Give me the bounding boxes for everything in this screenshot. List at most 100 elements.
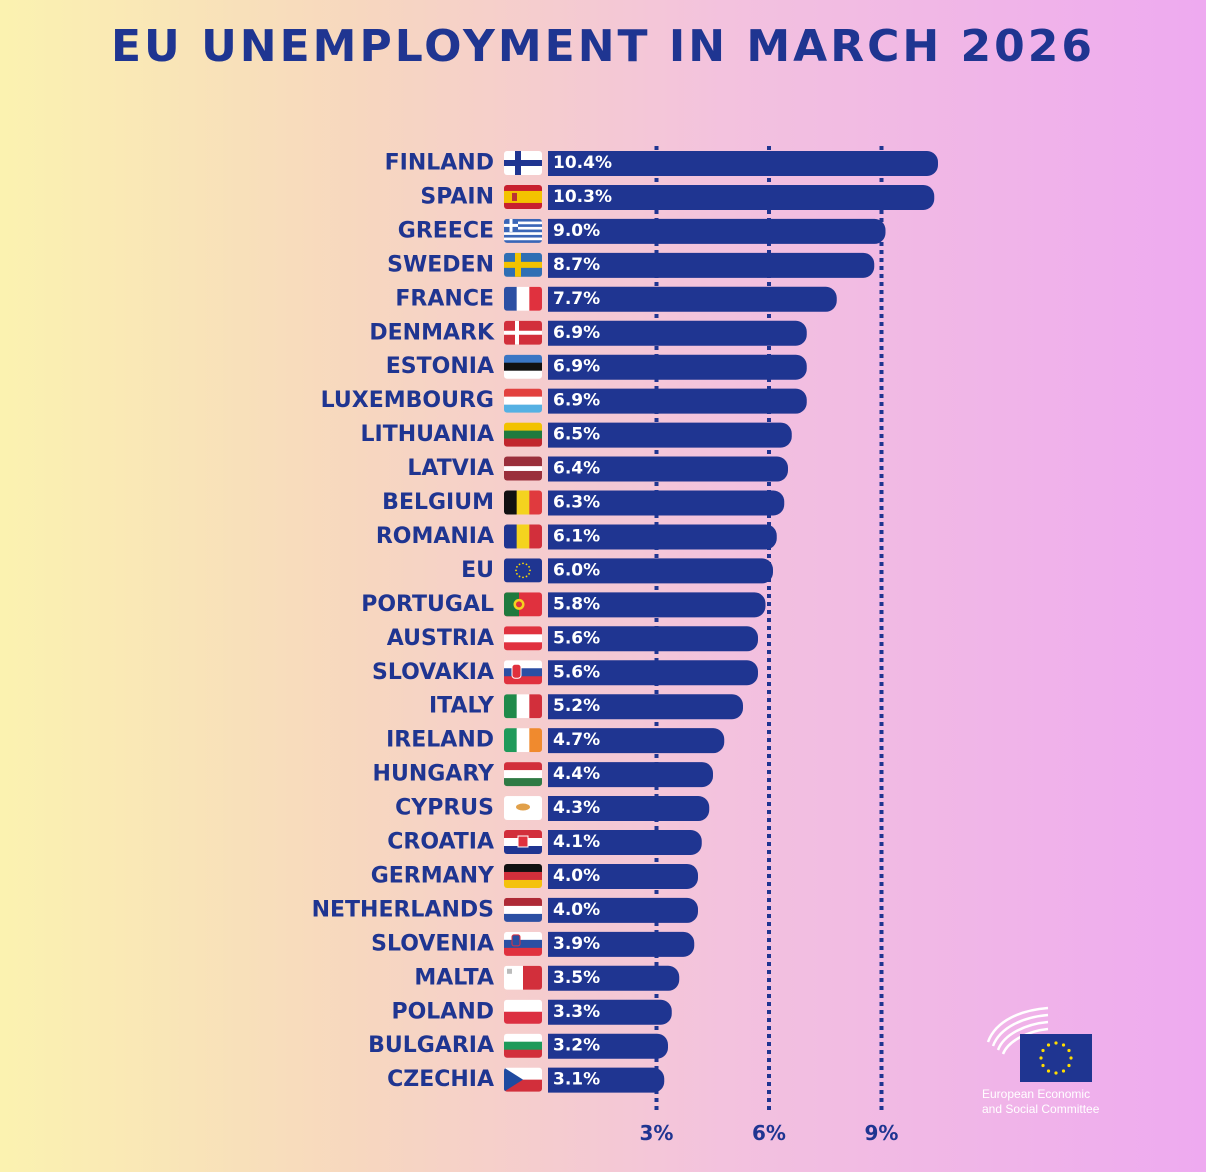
category-label-lithuania: LITHUANIA xyxy=(361,422,494,447)
value-label-malta: 3.5% xyxy=(553,968,600,988)
category-label-hungary: HUNGARY xyxy=(373,762,496,787)
bar-estonia xyxy=(548,354,807,380)
category-label-finland: FINLAND xyxy=(385,151,494,176)
value-label-portugal: 5.8% xyxy=(553,594,600,614)
lithuania-flag-icon xyxy=(504,422,542,447)
bar-austria xyxy=(548,626,758,652)
malta-flag-icon xyxy=(504,965,542,990)
bar-czechia xyxy=(548,1067,665,1093)
italy-flag-icon xyxy=(504,694,542,719)
hungary-flag-icon xyxy=(504,762,542,787)
category-label-denmark: DENMARK xyxy=(369,320,495,345)
bar-netherlands xyxy=(548,897,698,923)
value-label-germany: 4.0% xyxy=(553,866,600,886)
category-label-ireland: IRELAND xyxy=(386,728,494,753)
austria-flag-icon xyxy=(504,626,542,651)
category-label-italy: ITALY xyxy=(429,694,495,719)
bar-portugal xyxy=(548,592,766,618)
poland-flag-icon xyxy=(504,999,542,1024)
luxembourg-flag-icon xyxy=(504,388,542,413)
croatia-flag-icon xyxy=(504,830,542,854)
value-label-greece: 9.0% xyxy=(553,221,600,241)
bulgaria-flag-icon xyxy=(504,1033,542,1058)
value-label-spain: 10.3% xyxy=(553,187,612,207)
cyprus-flag-icon xyxy=(504,796,542,821)
category-label-bulgaria: BULGARIA xyxy=(368,1033,494,1058)
bar-eu xyxy=(548,558,773,584)
category-label-luxembourg: LUXEMBOURG xyxy=(321,388,494,413)
value-label-italy: 5.2% xyxy=(553,696,600,716)
category-label-romania: ROMANIA xyxy=(376,524,494,549)
value-label-estonia: 6.9% xyxy=(553,357,600,377)
eu-flag-icon xyxy=(504,558,542,583)
tick-label-9: 9% xyxy=(865,1121,899,1145)
value-label-slovenia: 3.9% xyxy=(553,934,600,954)
category-label-eu: EU xyxy=(461,558,494,583)
category-label-estonia: ESTONIA xyxy=(386,354,494,379)
category-label-cyprus: CYPRUS xyxy=(395,796,494,821)
category-label-france: FRANCE xyxy=(395,286,494,311)
bar-poland xyxy=(548,999,672,1025)
value-label-bulgaria: 3.2% xyxy=(553,1036,600,1056)
greece-flag-icon xyxy=(504,218,542,243)
bar-latvia xyxy=(548,456,788,482)
bar-france xyxy=(548,286,837,312)
bar-lithuania xyxy=(548,422,792,448)
slovenia-flag-icon xyxy=(504,931,542,956)
value-label-finland: 10.4% xyxy=(553,153,612,173)
value-label-romania: 6.1% xyxy=(553,526,600,546)
netherlands-flag-icon xyxy=(504,897,542,922)
bar-romania xyxy=(548,524,777,550)
bar-belgium xyxy=(548,490,785,516)
bar-greece xyxy=(548,218,886,244)
category-label-croatia: CROATIA xyxy=(387,830,494,855)
value-label-eu: 6.0% xyxy=(553,560,600,580)
logo-text-line1: European Economic xyxy=(982,1087,1091,1101)
category-label-netherlands: NETHERLANDS xyxy=(312,897,494,922)
belgium-flag-icon xyxy=(504,490,542,515)
value-label-hungary: 4.4% xyxy=(553,764,600,784)
bar-malta xyxy=(548,965,680,991)
category-label-germany: GERMANY xyxy=(371,863,495,888)
bar-spain xyxy=(548,184,935,210)
eesc-emblem-icon xyxy=(986,1006,1092,1082)
germany-flag-icon xyxy=(504,863,542,888)
spain-flag-icon xyxy=(504,184,542,209)
category-label-malta: MALTA xyxy=(414,965,494,990)
bar-hungary xyxy=(548,762,713,788)
bar-croatia xyxy=(548,830,702,855)
romania-flag-icon xyxy=(504,524,542,549)
category-label-slovenia: SLOVENIA xyxy=(371,931,494,956)
ireland-flag-icon xyxy=(504,728,542,753)
bar-luxembourg xyxy=(548,388,807,414)
tick-label-6: 6% xyxy=(752,1121,786,1145)
bar-ireland xyxy=(548,728,725,754)
finland-flag-icon xyxy=(504,151,542,175)
sweden-flag-icon xyxy=(504,252,542,277)
denmark-flag-icon xyxy=(504,320,542,345)
value-label-denmark: 6.9% xyxy=(553,323,600,343)
bar-italy xyxy=(548,694,743,720)
category-label-latvia: LATVIA xyxy=(407,456,494,481)
bar-slovakia xyxy=(548,660,758,686)
portugal-flag-icon xyxy=(504,592,542,617)
category-label-slovakia: SLOVAKIA xyxy=(372,660,494,685)
category-label-spain: SPAIN xyxy=(420,184,494,209)
bar-cyprus xyxy=(548,796,710,822)
category-label-czechia: CZECHIA xyxy=(387,1067,494,1092)
value-label-croatia: 4.1% xyxy=(553,832,600,852)
czechia-flag-icon xyxy=(504,1067,542,1092)
value-label-sweden: 8.7% xyxy=(553,255,600,275)
slovakia-flag-icon xyxy=(504,660,542,685)
bar-finland xyxy=(548,151,938,176)
bar-bulgaria xyxy=(548,1033,668,1059)
estonia-flag-icon xyxy=(504,354,542,379)
france-flag-icon xyxy=(504,286,542,311)
value-label-poland: 3.3% xyxy=(553,1002,600,1022)
category-label-belgium: BELGIUM xyxy=(382,490,494,515)
value-label-netherlands: 4.0% xyxy=(553,900,600,920)
value-label-ireland: 4.7% xyxy=(553,730,600,750)
category-label-greece: GREECE xyxy=(398,218,494,243)
eesc-logo: European Economic and Social Committee xyxy=(982,1002,1132,1122)
